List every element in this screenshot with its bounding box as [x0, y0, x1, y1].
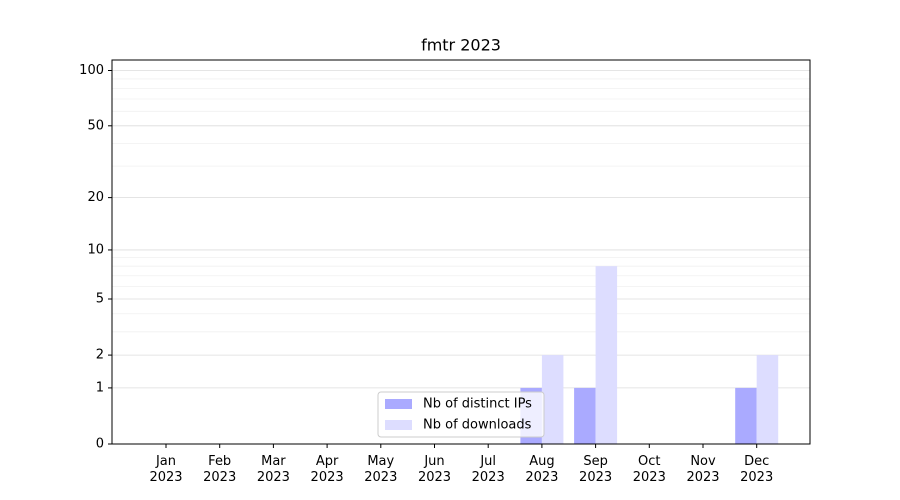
legend-label: Nb of distinct IPs [423, 397, 532, 412]
x-tick-label: Jun 2023 [418, 454, 451, 485]
y-tick-label: 1 [96, 380, 104, 395]
x-tick-label: Aug 2023 [525, 454, 558, 485]
x-tick-label: May 2023 [364, 454, 397, 485]
y-tick-label: 0 [96, 437, 104, 452]
bar [756, 355, 779, 444]
bar [574, 387, 596, 444]
y-tick-label: 10 [87, 242, 104, 257]
legend-label: Nb of downloads [423, 418, 532, 433]
legend-swatch [385, 420, 412, 430]
bar [595, 266, 618, 444]
x-tick-label: Nov 2023 [686, 454, 719, 485]
chart-title: fmtr 2023 [421, 36, 501, 55]
legend-swatch [385, 399, 412, 409]
x-tick-label: Jul 2023 [472, 454, 505, 485]
x-tick-label: Feb 2023 [203, 454, 236, 485]
y-tick-label: 50 [87, 118, 104, 133]
bar [541, 355, 564, 444]
y-tick-label: 2 [96, 348, 104, 363]
plot-frame [111, 59, 811, 445]
y-tick-label: 100 [79, 63, 104, 78]
y-tick-label: 5 [96, 291, 104, 306]
y-tick-label: 20 [87, 190, 104, 205]
x-tick-label: Sep 2023 [579, 454, 612, 485]
x-tick-label: Jan 2023 [149, 454, 182, 485]
x-tick-label: Oct 2023 [633, 454, 666, 485]
x-tick-label: Apr 2023 [311, 454, 344, 485]
x-tick-label: Dec 2023 [740, 454, 773, 485]
x-tick-label: Mar 2023 [257, 454, 290, 485]
legend-box [377, 391, 545, 438]
bar [735, 387, 757, 444]
